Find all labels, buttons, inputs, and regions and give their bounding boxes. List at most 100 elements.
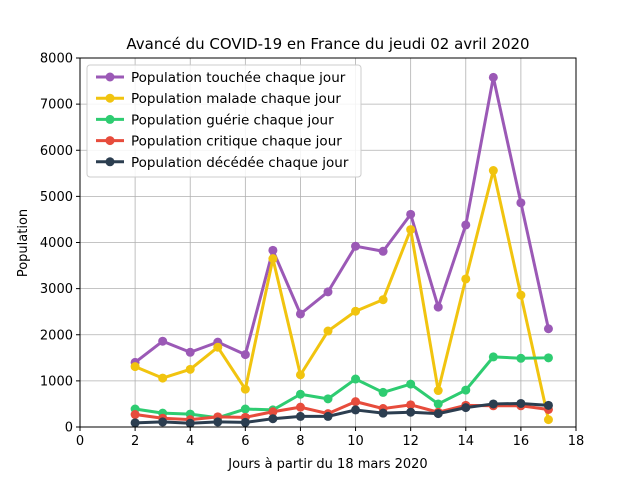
chart-title: Avancé du COVID-19 en France du jeudi 02… (126, 35, 529, 53)
legend: Population touchée chaque jour Population… (86, 64, 362, 178)
data-point (433, 409, 443, 419)
data-point (295, 389, 305, 399)
legend-box (86, 64, 362, 178)
data-point (185, 418, 195, 428)
data-point (516, 198, 526, 208)
data-point (295, 411, 305, 421)
y-tick-label: 1000 (40, 374, 73, 389)
x-tick-label: 18 (568, 434, 585, 449)
legend-item: Population critique chaque jour (96, 134, 342, 150)
data-point (268, 254, 278, 264)
data-point (323, 287, 333, 297)
data-point (406, 225, 416, 235)
data-point (378, 295, 388, 305)
data-point (461, 274, 471, 284)
data-point (351, 374, 361, 384)
y-tick-label: 0 (65, 421, 73, 436)
x-tick-label: 10 (347, 434, 364, 449)
legend-marker (105, 114, 115, 124)
series-2 (130, 166, 553, 425)
data-point (543, 400, 553, 410)
data-point (323, 411, 333, 421)
series-line (134, 169, 550, 420)
data-point (488, 352, 498, 362)
data-point (543, 353, 553, 363)
legend-label: Population touchée chaque jour (131, 70, 346, 86)
data-point (323, 326, 333, 336)
legend-marker (105, 136, 115, 146)
series-line (134, 355, 549, 420)
legend-marker (105, 157, 115, 167)
y-tick-label: 6000 (40, 144, 73, 159)
legend-label: Population guérie chaque jour (131, 112, 334, 128)
y-tick-label: 3000 (40, 282, 73, 297)
data-point (461, 403, 471, 413)
y-axis-label: Population (16, 209, 31, 277)
data-point (433, 399, 443, 409)
data-point (378, 408, 388, 418)
y-tick-label: 4000 (40, 236, 73, 251)
data-point (406, 407, 416, 417)
data-point (240, 350, 250, 360)
legend-item: Population malade chaque jour (96, 91, 341, 107)
data-point (378, 387, 388, 397)
data-point (351, 397, 361, 407)
data-point (158, 417, 168, 427)
legend-marker (105, 72, 115, 82)
data-point (323, 394, 333, 404)
data-point (295, 370, 305, 380)
data-point (130, 362, 140, 372)
series-line (134, 75, 550, 364)
legend-marker (105, 93, 115, 103)
data-point (351, 405, 361, 415)
data-point (516, 353, 526, 363)
legend-item: Population décédée chaque jour (96, 155, 349, 171)
data-point (488, 399, 498, 409)
x-tick-label: 0 (76, 434, 84, 449)
data-point (130, 410, 140, 420)
data-point (406, 209, 416, 219)
data-point (295, 309, 305, 319)
y-tick-label: 8000 (40, 52, 73, 67)
series-layer (130, 72, 553, 428)
legend-item: Population touchée chaque jour (96, 70, 346, 86)
y-tick-label: 5000 (40, 190, 73, 205)
legend-item: Population guérie chaque jour (96, 112, 334, 128)
data-point (158, 373, 168, 383)
data-point (351, 306, 361, 316)
data-point (268, 407, 278, 417)
x-axis-label: Jours à partir du 18 mars 2020 (227, 457, 427, 472)
data-point (185, 364, 195, 374)
y-tick-label: 2000 (40, 328, 73, 343)
series-5 (130, 398, 553, 428)
data-point (268, 414, 278, 424)
y-tick-label: 7000 (40, 98, 73, 113)
data-point (240, 404, 250, 414)
series-line (135, 401, 549, 425)
data-point (516, 398, 526, 408)
data-point (158, 336, 168, 346)
data-point (240, 417, 250, 427)
data-point (516, 290, 526, 300)
data-point (543, 324, 553, 334)
x-tick-label: 8 (296, 434, 304, 449)
series-1 (130, 72, 553, 367)
data-point (406, 400, 416, 410)
data-point (185, 347, 195, 357)
legend-label: Population décédée chaque jour (131, 155, 349, 171)
data-point (213, 417, 223, 427)
data-point (461, 385, 471, 395)
data-point (295, 402, 305, 412)
series-4 (130, 397, 553, 425)
data-point (433, 386, 443, 396)
data-point (406, 379, 416, 389)
data-point (378, 246, 388, 256)
data-point (461, 220, 471, 230)
data-point (433, 302, 443, 312)
data-point (543, 415, 553, 425)
data-point (268, 245, 278, 255)
data-point (130, 418, 140, 428)
data-point (488, 72, 498, 82)
